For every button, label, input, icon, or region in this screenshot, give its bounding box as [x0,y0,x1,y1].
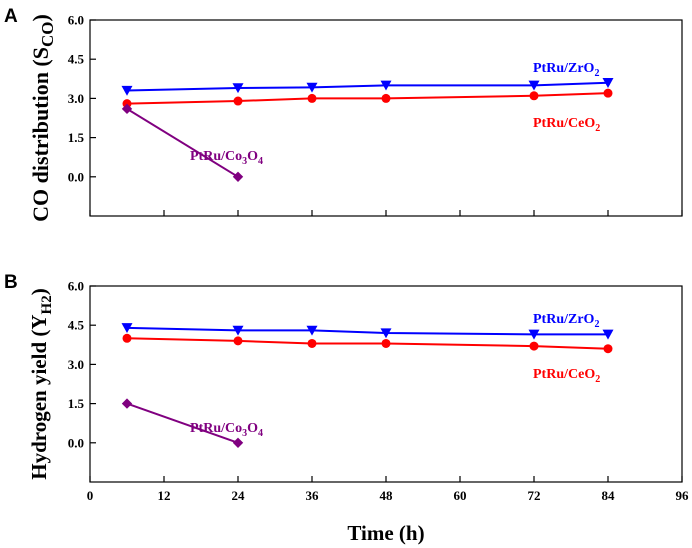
panel-b-ptru-ceo2-point [307,338,317,348]
panel-b-ptru-zro2-point [528,329,540,340]
panel-a-ptru-co3o4-label: PtRu/Co3O4 [190,149,263,167]
panel-a-ptru-ceo2-point [529,91,539,101]
panel-b-y-tick-label: 1.5 [68,396,85,411]
panel-b-ptru-ceo2-point [381,338,391,348]
panel-a-y-tick-label: 4.5 [68,52,85,67]
panel-a-ptru-ceo2-line [126,92,609,105]
panel-b: B 0.0 1.5 3.0 4.5 6.0 0 12 24 36 48 60 72 84 96 Hydr… [4,272,689,503]
panel-a-y-tick-label: 1.5 [68,130,85,145]
panel-a-ptru-ceo2-label: PtRu/CeO2 [533,116,600,134]
panel-b-ylabel-suffix: ) [27,288,51,295]
panel-a-ylabel-suffix: ) [28,14,53,21]
panel-b-series [121,323,614,448]
x-tick-label: 72 [528,488,541,503]
panel-b-ptru-zro2-label: PtRu/ZrO2 [533,312,599,330]
panel-a-y-tick-label: 6.0 [68,13,84,28]
panel-a-ptru-co3o4-line [126,108,239,178]
x-tick-label: 96 [676,488,690,503]
panel-a-y-ticks: 0.0 1.5 3.0 4.5 6.0 [68,13,683,216]
panel-b-y-ticks: 0.0 1.5 3.0 4.5 6.0 [68,279,96,450]
panel-b-ptru-co3o4-label: PtRu/Co3O4 [190,421,263,439]
panel-b-y-tick-label: 0.0 [68,435,84,450]
panel-a-ptru-ceo2-point [122,99,132,109]
panel-a-ylabel-sub: CO [38,22,57,48]
panel-a-y-axis-title: CO distribution (SCO) [28,14,57,222]
panel-b-letter: B [4,272,18,293]
panel-b-series-labels: PtRu/ZrO2 PtRu/CeO2 PtRu/Co3O4 [190,312,600,439]
x-axis-ticks: 0 12 24 36 48 60 72 84 96 [87,476,689,503]
panel-a-ptru-zro2-point [528,80,540,91]
panel-b-ptru-ceo2-point [529,341,539,351]
panel-b-ptru-co3o4-line [126,402,239,444]
panel-a-ptru-zro2-point [380,80,392,91]
panel-a-ptru-zro2-point [232,83,244,94]
panel-b-ptru-zro2-line [126,326,608,336]
panel-b-ptru-ceo2-point [233,336,243,346]
panel-a-ptru-ceo2-point [381,93,391,103]
panel-a-ylabel-main: CO distribution (S [28,47,53,222]
panel-a-ptru-zro2-point [602,78,614,88]
panel-a-ptru-co3o4-point [232,171,244,182]
x-tick-label: 24 [232,488,246,503]
panel-b-y-axis-title: Hydrogen yield (YH2) [27,288,55,479]
panel-b-ptru-zro2-point [232,325,244,336]
panel-b-ptru-zro2-point [306,325,318,336]
panel-a-y-tick-label: 3.0 [68,91,84,106]
panel-a-ptru-zro2-label: PtRu/ZrO2 [533,61,599,79]
x-tick-label: 0 [87,488,94,503]
panel-b-ptru-co3o4-point [121,398,133,409]
x-tick-label: 12 [158,488,171,503]
panel-b-ptru-zro2-point [602,329,614,340]
panel-b-ptru-ceo2-point [122,333,132,343]
x-axis-title: Time (h) [347,521,424,545]
panel-a-ptru-ceo2-point [603,88,613,98]
panel-a: A 0.01.53.04.56.0 CO distribution (SCO) … [4,6,683,222]
panel-a-series [121,78,614,182]
panel-a-ptru-ceo2-point [307,93,317,103]
svg-text:CO distribution (SCO): CO distribution (SCO) [28,14,57,222]
svg-text:Hydrogen yield (YH2): Hydrogen yield (YH2) [27,288,55,479]
x-tick-label: 84 [602,488,616,503]
x-tick-label: 48 [380,488,394,503]
panel-b-ylabel-sub: H2 [39,295,55,314]
panel-b-ptru-co3o4-point [232,437,244,448]
panel-b-ptru-ceo2-point [603,344,613,354]
panel-b-y-tick-label: 3.0 [68,357,84,372]
panel-b-ptru-zro2-point [121,323,133,334]
panel-a-letter: A [4,6,18,27]
x-tick-label: 36 [306,488,320,503]
panel-a-ptru-zro2-line [126,81,609,92]
panel-a-ptru-co3o4-point [121,103,133,115]
panel-b-ptru-ceo2-line [126,337,609,350]
panel-a-ptru-ceo2-point [233,96,243,106]
panel-b-ptru-zro2-point [380,328,392,339]
panel-a-y-tick-label: 0.0 [68,169,84,184]
panel-a-ptru-zro2-point [306,82,318,93]
x-tick-label: 60 [454,488,467,503]
panel-a-series-labels: PtRu/ZrO2 PtRu/CeO2 PtRu/Co3O4 [190,61,600,167]
panel-b-y-tick-label: 6.0 [68,279,84,294]
panel-b-ptru-ceo2-label: PtRu/CeO2 [533,367,600,385]
panel-a-ptru-zro2-point [121,85,133,96]
panel-b-y-tick-label: 4.5 [68,318,85,333]
panel-b-ylabel-main: Hydrogen yield (Y [27,314,51,479]
